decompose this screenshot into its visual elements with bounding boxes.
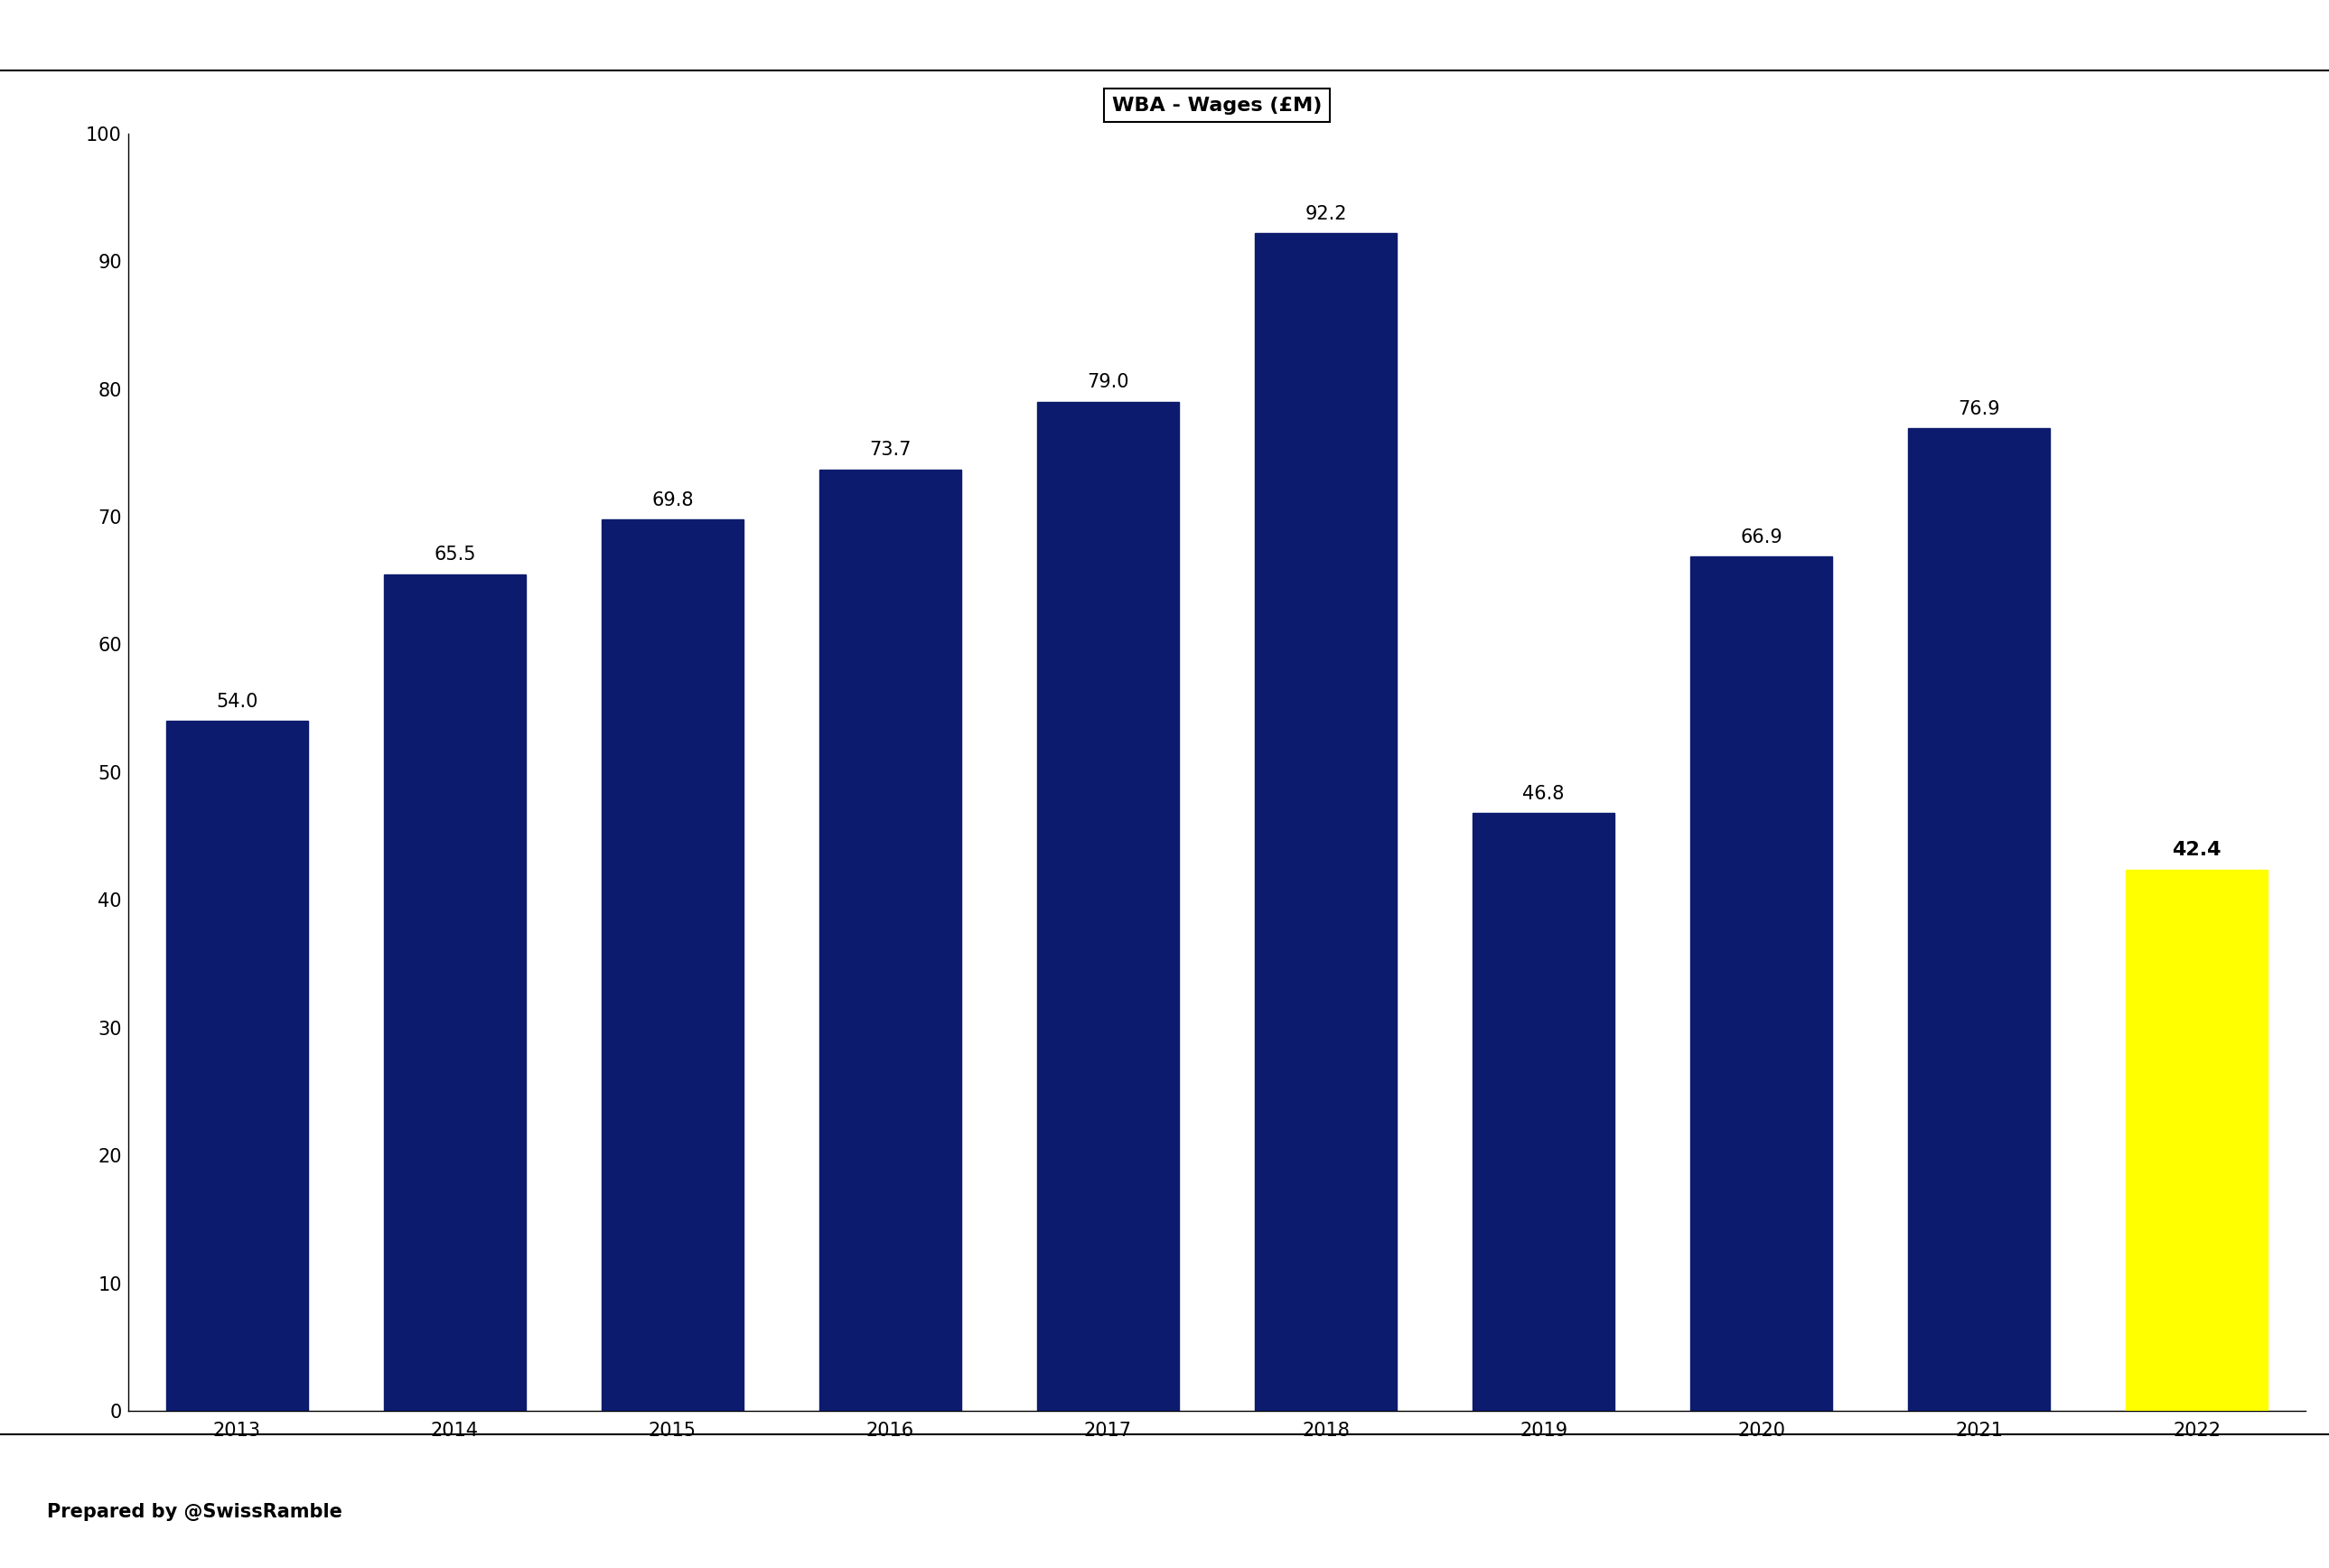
Bar (384, 574, 526, 1411)
Text: 66.9: 66.9 (1740, 528, 1782, 546)
Text: 92.2: 92.2 (1304, 205, 1346, 223)
Text: 79.0: 79.0 (1088, 373, 1130, 392)
Bar (820, 469, 962, 1411)
Bar (601, 519, 743, 1411)
Text: 65.5: 65.5 (433, 546, 475, 564)
Bar (1691, 557, 1833, 1411)
Bar (1472, 814, 1614, 1411)
Bar (2126, 869, 2268, 1411)
Bar (165, 721, 307, 1411)
Bar (1255, 234, 1397, 1411)
Bar (1036, 401, 1178, 1411)
Text: 69.8: 69.8 (652, 491, 694, 510)
Text: 46.8: 46.8 (1523, 786, 1565, 803)
Text: 73.7: 73.7 (869, 441, 911, 459)
Title: WBA - Wages (£M): WBA - Wages (£M) (1111, 96, 1323, 114)
Text: 42.4: 42.4 (2173, 840, 2222, 859)
Text: 76.9: 76.9 (1959, 400, 2001, 419)
Bar (1907, 428, 2050, 1411)
Text: Prepared by @SwissRamble: Prepared by @SwissRamble (47, 1502, 342, 1521)
Text: 54.0: 54.0 (217, 693, 259, 710)
